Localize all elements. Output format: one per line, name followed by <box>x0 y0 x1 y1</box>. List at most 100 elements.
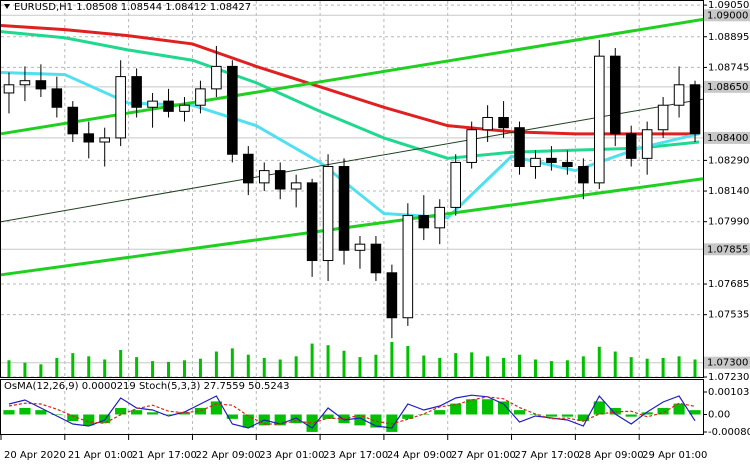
volume-bar <box>661 357 665 377</box>
candle-body <box>530 157 541 168</box>
price-level-label: 1.08650 <box>707 82 748 93</box>
osma-bar <box>497 401 510 415</box>
volume-bar <box>87 356 91 377</box>
y-tick-label: 1.07990 <box>708 217 749 228</box>
candle-body <box>689 84 701 135</box>
candle-body <box>274 170 286 190</box>
price-level-label: 1.07855 <box>707 244 748 255</box>
y-tick-label: 1.07685 <box>708 279 749 290</box>
candle-body <box>402 215 414 319</box>
osma-bar <box>418 414 430 415</box>
candle-body <box>609 55 621 135</box>
candle-body <box>115 76 126 139</box>
y-tick-label: 0.00 <box>708 409 730 420</box>
y-tick-label: 1.07230 <box>708 372 749 383</box>
osma-bar <box>67 414 79 422</box>
price-level-box <box>704 131 750 144</box>
candle-body <box>290 182 302 190</box>
volume-bar <box>230 348 234 377</box>
osma-bar <box>434 410 446 415</box>
osma-bar <box>689 410 701 415</box>
x-tick-label: 29 Apr 01:00 <box>642 450 707 461</box>
x-tick-label: 27 Apr 01:00 <box>451 450 516 461</box>
osma-bar <box>577 414 589 422</box>
oscillator-frame <box>0 379 704 435</box>
volume-bar <box>486 356 490 377</box>
osma-bar <box>466 399 478 415</box>
volume-bar <box>71 353 75 377</box>
volume-bar <box>135 357 139 377</box>
osma-bar <box>83 414 95 426</box>
volume-bar <box>294 356 298 377</box>
candle-body <box>562 161 573 168</box>
osma-bar <box>673 403 685 415</box>
osma-bar <box>210 401 222 415</box>
y-tick-label: 1.08290 <box>708 155 749 166</box>
osma-bar <box>322 414 334 419</box>
osma-bar <box>115 407 127 415</box>
volume-bar <box>55 357 59 377</box>
volume-bar <box>613 351 617 377</box>
stochastic-line <box>8 394 696 429</box>
osma-bar <box>450 403 462 415</box>
osma-bar <box>641 412 653 415</box>
candle-body <box>67 106 79 135</box>
x-tick-label: 28 Apr 09:00 <box>578 450 643 461</box>
price-level-box <box>704 80 750 93</box>
candle-body <box>370 243 382 274</box>
candle-body <box>51 88 63 108</box>
volume-bar <box>182 360 186 377</box>
osma-bar <box>609 407 621 415</box>
candle-body <box>147 100 158 108</box>
x-tick-label: 20 Apr 2020 <box>4 450 66 461</box>
volume-bar <box>533 359 537 377</box>
x-tick-label: 21 Apr 17:00 <box>132 450 197 461</box>
volume-bar <box>103 359 107 377</box>
volume-bar <box>214 351 218 377</box>
osma-bar <box>274 414 286 426</box>
volume-bar <box>390 342 394 377</box>
volume-bar <box>326 345 330 377</box>
volume-bar <box>198 358 202 377</box>
candle-body <box>418 215 430 229</box>
volume-bar <box>438 357 442 377</box>
candle-body <box>386 272 398 319</box>
candle-body <box>227 65 238 155</box>
candle-body <box>258 170 270 184</box>
y-tick-label: 1.07535 <box>708 310 749 321</box>
volume-bar <box>262 357 266 377</box>
indicator-line <box>0 24 700 136</box>
indicator-line <box>0 177 704 277</box>
candle-body <box>673 84 685 106</box>
candle-body <box>354 243 366 251</box>
osma-bar <box>99 414 111 424</box>
candle-body <box>498 116 509 129</box>
candle-body <box>546 157 557 163</box>
x-tick-label: 23 Apr 01:00 <box>259 450 324 461</box>
y-tick-label: -0.000804 <box>708 427 750 438</box>
osma-bar <box>561 414 573 417</box>
volume-bar <box>470 352 474 377</box>
osma-bar <box>657 407 669 415</box>
osma-bar <box>226 414 238 419</box>
chart-title: EURUSD,H1 1.08508 1.08544 1.08412 1.0842… <box>14 2 251 13</box>
volume-bar <box>7 360 11 377</box>
volume-bar <box>581 356 585 377</box>
oscillator-title: OsMA(12,26,9) 0.0000219 Stoch(5,3,3) 27.… <box>4 381 290 392</box>
main-frame <box>0 0 704 378</box>
price-level-box <box>704 356 750 369</box>
osma-bar <box>593 401 605 415</box>
candle-body <box>195 88 206 106</box>
candle-body <box>434 206 446 229</box>
price-level-label: 1.08400 <box>707 133 748 144</box>
volume-bar <box>693 359 697 377</box>
candle-body <box>322 166 334 262</box>
volume-bar <box>23 362 27 377</box>
symbol-icon <box>4 4 10 9</box>
y-tick-label: 1.08745 <box>708 62 749 73</box>
volume-bar <box>374 354 378 377</box>
candle-body <box>3 84 15 94</box>
stochastic-line <box>8 396 696 425</box>
price-level-label: 1.09000 <box>707 10 748 21</box>
y-tick-label: 1.08140 <box>708 186 749 197</box>
